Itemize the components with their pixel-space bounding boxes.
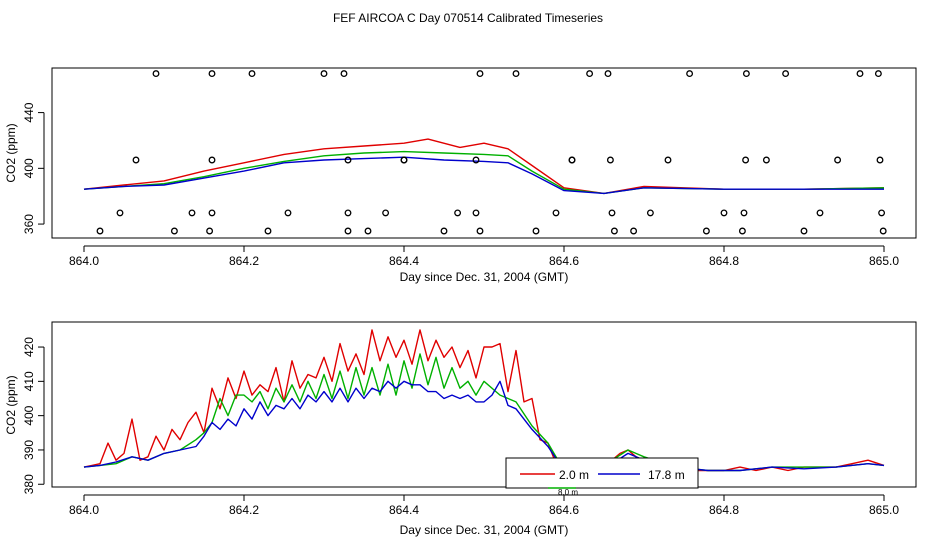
top-flag-point <box>264 227 272 235</box>
bottom-y-tick-label: 400 <box>22 405 36 425</box>
top-x-axis: 864.0 864.2 864.4 864.6 864.8 865.0 <box>69 245 899 268</box>
top-flag-point <box>610 227 618 235</box>
top-flag-point <box>208 209 216 217</box>
top-plot-marks <box>83 70 887 235</box>
top-flag-point <box>454 209 462 217</box>
top-flag-point <box>208 70 216 78</box>
top-flag-point <box>878 209 886 217</box>
bottom-y-tick-label: 390 <box>22 440 36 460</box>
bottom-x-tick-label: 864.4 <box>389 503 419 517</box>
top-x-axis-label: Day since Dec. 31, 2004 (GMT) <box>400 270 569 284</box>
top-x-tick-label: 864.8 <box>709 254 739 268</box>
top-flag-point <box>606 156 614 164</box>
top-flag-point <box>762 156 770 164</box>
top-x-tick-label: 864.0 <box>69 254 99 268</box>
top-flag-point <box>834 156 842 164</box>
top-flag-point <box>856 70 864 78</box>
top-y-tick-label: 440 <box>22 102 36 122</box>
figure-title: FEF AIRCOA C Day 070514 Calibrated Times… <box>333 11 603 25</box>
top-y-tick-label: 360 <box>22 214 36 234</box>
top-flag-point <box>344 156 352 164</box>
top-flag-point <box>382 209 390 217</box>
top-flag-point <box>702 227 710 235</box>
legend-label-8m: 8.0 m <box>558 488 578 497</box>
bottom-panel: 864.0 864.2 864.4 864.6 864.8 865.0 380 390 400… <box>4 321 917 537</box>
top-flag-point <box>206 227 214 235</box>
top-flag-point <box>646 209 654 217</box>
legend-label-2m: 2.0 m <box>559 468 589 482</box>
top-flag-point <box>364 227 372 235</box>
top-flag-point <box>476 70 484 78</box>
bottom-y-tick-label: 410 <box>22 371 36 391</box>
top-flag-point <box>400 156 408 164</box>
top-flag-point <box>879 227 887 235</box>
top-flag-point <box>742 156 750 164</box>
top-flag-point <box>472 156 480 164</box>
bottom-x-tick-label: 865.0 <box>869 503 899 517</box>
top-plot-frame <box>51 67 917 239</box>
top-flag-point <box>512 70 520 78</box>
bottom-y-axis-label: CO2 (ppm) <box>4 375 18 434</box>
top-flag-point <box>116 209 124 217</box>
top-flag-point <box>532 227 540 235</box>
top-flag-point <box>604 70 612 78</box>
bottom-y-axis: 380 390 400 410 420 <box>22 337 45 494</box>
top-flag-point <box>248 70 256 78</box>
bottom-x-tick-label: 864.2 <box>229 503 259 517</box>
top-flag-point <box>738 227 746 235</box>
top-y-tick-label: 400 <box>22 158 36 178</box>
top-flag-point <box>876 156 884 164</box>
top-series-line-17-8-mm <box>83 156 884 195</box>
top-flag-point <box>782 70 790 78</box>
top-flag-point <box>720 209 728 217</box>
top-flag-point <box>586 70 594 78</box>
top-flag-point <box>440 227 448 235</box>
top-flag-point <box>686 70 694 78</box>
top-flag-point <box>340 70 348 78</box>
top-flag-point <box>208 156 216 164</box>
top-flag-point <box>664 156 672 164</box>
top-flag-point <box>188 209 196 217</box>
bottom-plot-frame <box>51 321 917 488</box>
top-flag-point <box>874 70 882 78</box>
top-panel: 864.0 864.2 864.4 864.6 864.8 865.0 360 400 440… <box>4 67 917 284</box>
top-flag-point <box>320 70 328 78</box>
legend-box <box>505 457 699 489</box>
top-y-axis-label: CO2 (ppm) <box>4 123 18 182</box>
top-flag-point <box>152 70 160 78</box>
top-flag-point <box>170 227 178 235</box>
top-flag-point <box>742 70 750 78</box>
top-flag-point <box>96 227 104 235</box>
bottom-x-axis-label: Day since Dec. 31, 2004 (GMT) <box>400 523 569 537</box>
top-flag-point <box>568 156 576 164</box>
top-x-tick-label: 864.6 <box>549 254 579 268</box>
top-y-axis: 360 400 440 <box>22 102 45 234</box>
bottom-y-tick-label: 380 <box>22 474 36 494</box>
bottom-x-tick-label: 864.8 <box>709 503 739 517</box>
top-flag-point <box>816 209 824 217</box>
bottom-x-axis: 864.0 864.2 864.4 864.6 864.8 865.0 <box>69 494 899 517</box>
top-flag-point <box>630 227 638 235</box>
top-series-line-2-0-mm <box>83 138 885 195</box>
bottom-y-tick-label: 420 <box>22 337 36 357</box>
top-flag-point <box>800 227 808 235</box>
legend: 2.0 m 17.8 m 8.0 m <box>505 457 699 497</box>
top-flag-point <box>476 227 484 235</box>
top-x-tick-label: 864.4 <box>389 254 419 268</box>
top-flag-point <box>284 209 292 217</box>
top-flag-point <box>344 227 352 235</box>
top-flag-point <box>740 209 748 217</box>
top-flag-point <box>132 156 140 164</box>
top-x-tick-label: 864.2 <box>229 254 259 268</box>
bottom-x-tick-label: 864.6 <box>549 503 579 517</box>
top-flag-point <box>552 209 560 217</box>
top-flag-point <box>344 209 352 217</box>
top-flag-point <box>608 209 616 217</box>
top-x-tick-label: 865.0 <box>869 254 899 268</box>
legend-label-17m: 17.8 m <box>648 468 685 482</box>
top-flag-point <box>472 209 480 217</box>
bottom-x-tick-label: 864.0 <box>69 503 99 517</box>
